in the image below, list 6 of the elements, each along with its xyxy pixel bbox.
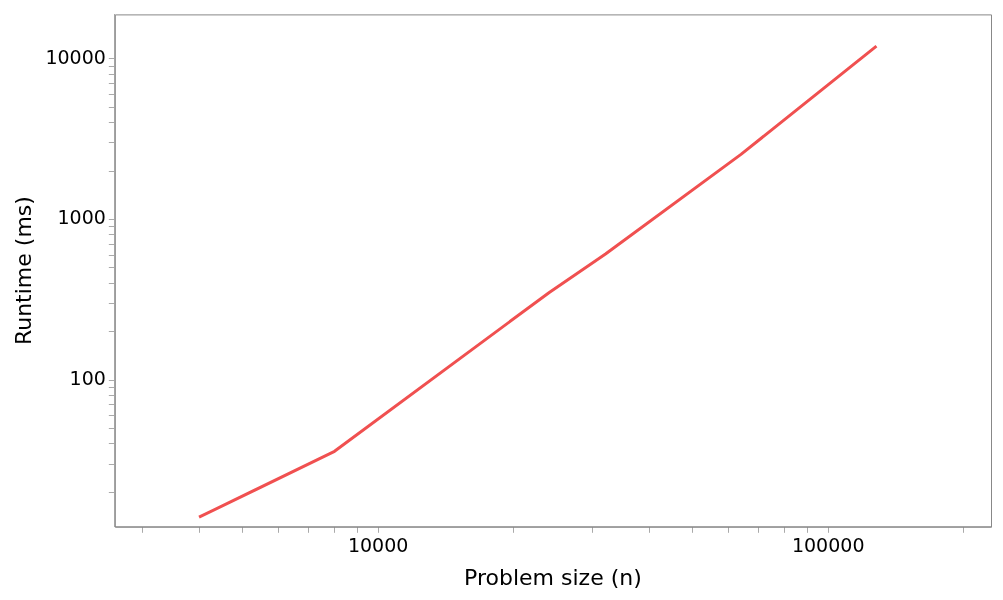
y-axis-title: Runtime (ms) bbox=[10, 196, 36, 346]
y-tick-label: 100 bbox=[69, 366, 106, 389]
x-axis-title: Problem size (n) bbox=[464, 564, 642, 590]
x-tick-label: 100000 bbox=[791, 534, 865, 557]
y-tick-label: 10000 bbox=[45, 45, 106, 68]
y-tick-label: 1000 bbox=[57, 206, 106, 229]
